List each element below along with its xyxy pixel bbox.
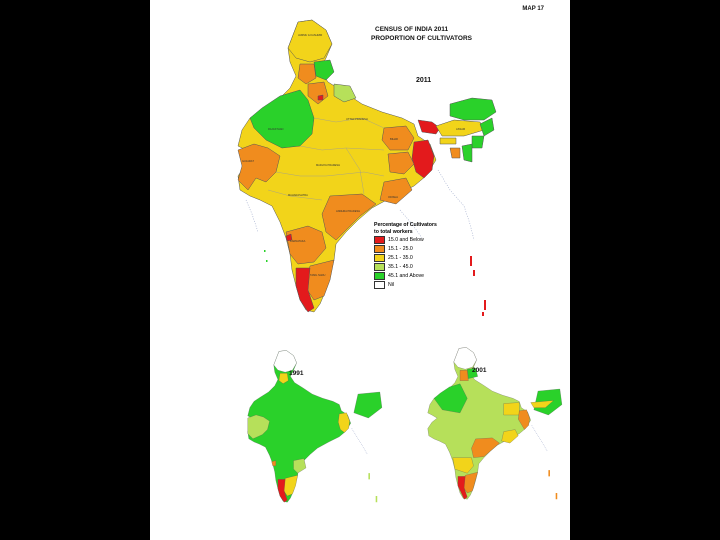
region-wb-2001: [518, 409, 530, 430]
legend-item: 35.1 - 45.0: [374, 262, 474, 271]
region-andhra: [321, 193, 377, 241]
legend-title: Percentage of Cultivators: [374, 222, 437, 228]
region-wb-1991: [338, 412, 350, 433]
svg-text:TAMIL NADU: TAMIL NADU: [310, 273, 326, 277]
region-rajasthan: [249, 89, 315, 149]
region-jk-1991: [273, 350, 297, 373]
region-uttarakhand: [333, 83, 357, 103]
region-kerala-2001: [457, 476, 468, 500]
state-boundaries: [267, 117, 385, 201]
state-labels: JAMMU & KASHMIR UTTAR PRADESH RAJASTHAN …: [242, 33, 465, 277]
legend-item: 25.1 - 35.0: [374, 253, 474, 262]
region-kerala-1991: [277, 479, 288, 503]
region-jammu-kashmir: [287, 19, 333, 63]
region-bihar-2001: [503, 402, 520, 416]
legend-swatch: [374, 253, 385, 262]
legend-label: 35.1 - 45.0: [388, 263, 413, 270]
legend-label: 45.1 and Above: [388, 272, 425, 279]
region-jk-2001: [453, 347, 477, 370]
region-punjab: [297, 63, 317, 85]
main-map-2011: JAMMU & KASHMIR UTTAR PRADESH RAJASTHAN …: [237, 19, 497, 316]
region-tn-2001: [462, 472, 478, 494]
region-tripura: [449, 147, 461, 159]
svg-text:RAJASTHAN: RAJASTHAN: [268, 127, 284, 131]
sea-coastline-dots: [245, 169, 475, 241]
legend-subtitle: to total workers: [374, 228, 413, 235]
legend-item: 45.1 and Above: [374, 271, 474, 280]
svg-text:ASSAM: ASSAM: [456, 127, 465, 131]
region-karnataka-2001: [452, 457, 474, 474]
legend-swatch: [374, 271, 385, 280]
region-goa: [285, 233, 293, 242]
svg-text:GUJARAT: GUJARAT: [242, 159, 254, 163]
region-arunachal: [449, 97, 497, 121]
map-subtitle: PROPORTION OF CULTIVATORS: [371, 35, 472, 42]
region-tamil-nadu: [305, 259, 335, 301]
region-bihar: [381, 125, 415, 151]
maps-canvas: JAMMU & KASHMIR UTTAR PRADESH RAJASTHAN …: [237, 19, 563, 503]
legend-swatch: [374, 280, 385, 289]
year-label-1991: 1991: [289, 370, 304, 377]
region-jharkhand: [387, 151, 415, 175]
andaman-islands-2001: [548, 470, 558, 500]
legend-label: 15.1 - 25.0: [388, 245, 413, 252]
legend-label: 25.1 - 35.0: [388, 254, 413, 261]
region-karnataka: [285, 225, 327, 265]
svg-text:KARNATAKA: KARNATAKA: [290, 239, 306, 243]
region-delhi: [317, 94, 324, 101]
svg-text:ANDHRA PRADESH: ANDHRA PRADESH: [336, 209, 360, 213]
region-west-bengal: [411, 139, 435, 179]
svg-text:MADHYA PRADESH: MADHYA PRADESH: [316, 163, 340, 167]
region-mizoram: [461, 143, 473, 163]
small-map-2001: [427, 347, 563, 500]
region-himachal-2001: [467, 368, 478, 379]
legend-label: Nil: [388, 281, 395, 288]
legend-swatch: [374, 244, 385, 253]
region-punjab-1991: [278, 373, 289, 384]
region-south-1991: [293, 458, 307, 474]
region-gujarat: [237, 143, 281, 191]
map-title: CENSUS OF INDIA 2011: [375, 26, 449, 33]
region-odisha-2001: [501, 429, 519, 444]
region-assam-2001: [530, 400, 554, 408]
small-map-1991: [247, 350, 383, 503]
region-punjab-2001: [459, 370, 469, 381]
legend-item: 15.1 - 25.0: [374, 244, 474, 253]
region-odisha: [379, 177, 413, 205]
region-nagaland: [479, 117, 495, 137]
svg-text:MAHARASHTRA: MAHARASHTRA: [288, 193, 308, 197]
svg-text:JAMMU & KASHMIR: JAMMU & KASHMIR: [298, 33, 322, 37]
svg-text:ODISHA: ODISHA: [388, 195, 398, 199]
legend-swatch: [374, 235, 385, 244]
svg-text:UTTAR PRADESH: UTTAR PRADESH: [346, 117, 368, 121]
region-west-bengal-north: [417, 119, 441, 135]
legend-item: Nil: [374, 280, 474, 289]
region-manipur: [471, 135, 485, 149]
sea-dots-2001: [531, 425, 548, 452]
map-sheet: JAMMU & KASHMIR UTTAR PRADESH RAJASTHAN …: [150, 0, 570, 540]
region-goa-1991: [271, 460, 276, 466]
legend: Percentage of Cultivators to total worke…: [374, 222, 474, 289]
region-tn-1991: [282, 475, 298, 497]
map-number: MAP 17: [522, 6, 544, 12]
region-rajasthan-2001: [433, 383, 468, 414]
region-kerala: [295, 267, 315, 313]
legend-swatch: [374, 262, 385, 271]
lakshadweep-islands: [264, 250, 268, 262]
region-meghalaya: [439, 137, 457, 145]
svg-text:BIHAR: BIHAR: [390, 137, 398, 141]
andaman-islands: [470, 256, 486, 316]
year-label-main: 2011: [416, 77, 432, 84]
region-ne-1991: [353, 391, 383, 419]
region-andhra-2001: [471, 437, 500, 458]
region-himachal: [313, 59, 335, 81]
andaman-islands-1991: [368, 473, 378, 503]
year-label-2001: 2001: [472, 367, 487, 374]
region-gujarat-1991: [247, 414, 270, 439]
legend-label: 15.0 and Below: [388, 236, 424, 243]
sea-dots-1991: [351, 428, 368, 455]
legend-item: 15.0 and Below: [374, 235, 474, 244]
